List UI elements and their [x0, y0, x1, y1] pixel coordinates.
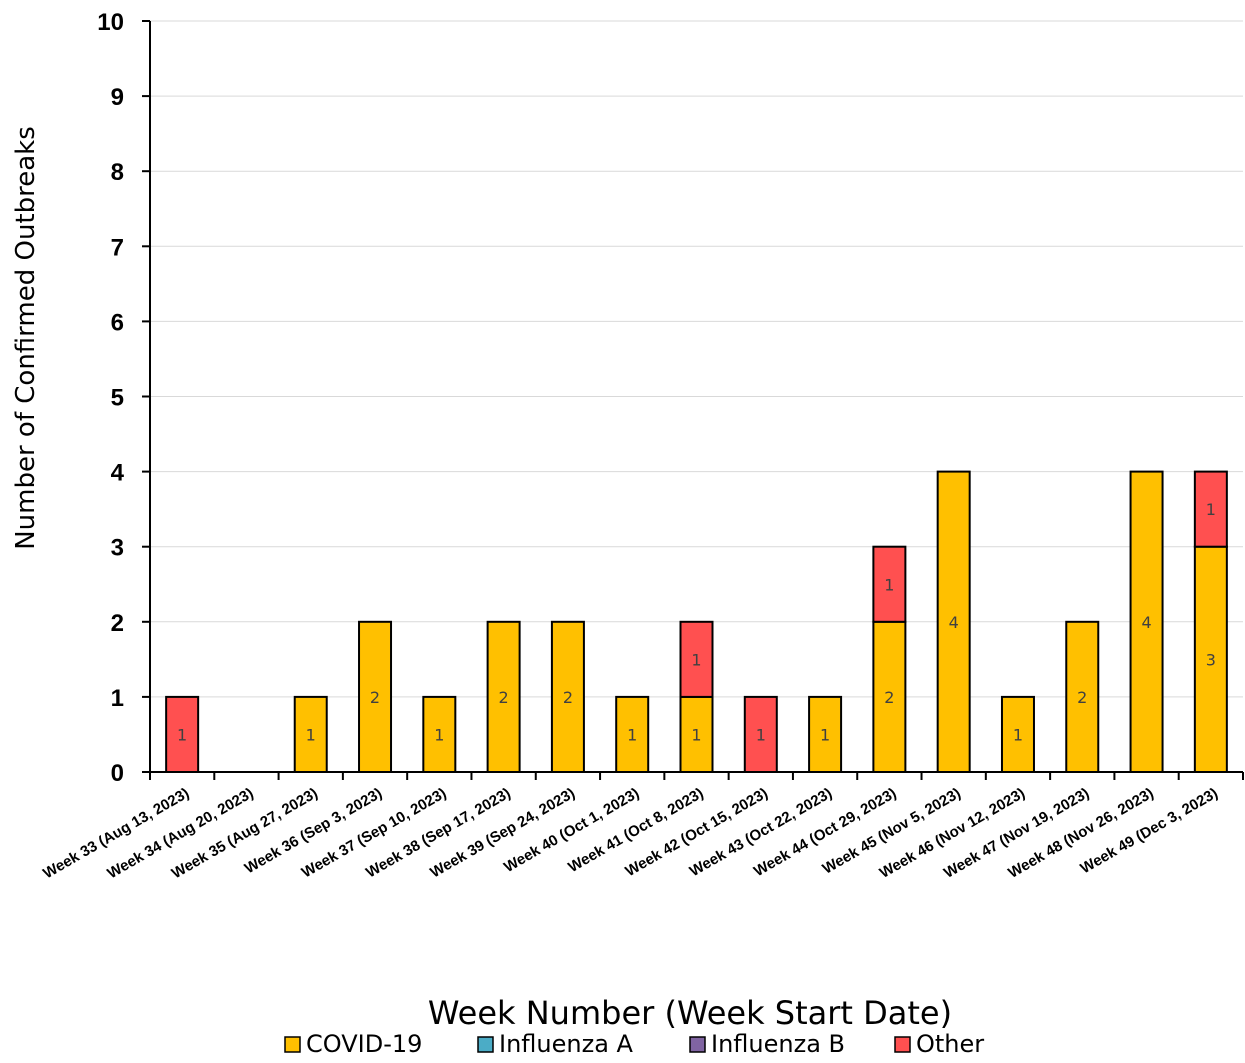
- bar-segment: [165, 695, 200, 774]
- bar-segment: [358, 620, 393, 773]
- data-label: 1: [820, 725, 830, 744]
- data-label: 1: [306, 725, 316, 744]
- legend-label: COVID-19: [306, 1030, 422, 1058]
- legend-swatch: [284, 1036, 301, 1053]
- bar-segment: [808, 695, 843, 774]
- data-label: 1: [1206, 500, 1216, 519]
- data-label: 3: [1206, 650, 1216, 669]
- y-tick-label: 3: [111, 535, 124, 562]
- bar-segment: [679, 620, 714, 698]
- legend-label: Influenza B: [711, 1030, 845, 1058]
- legend-swatch: [477, 1036, 494, 1053]
- data-label: 4: [949, 613, 959, 632]
- y-tick-labels: 0 1 2 3 4 5 6 7 8 9 10: [97, 9, 124, 787]
- data-label: 1: [1013, 725, 1023, 744]
- x-tick-labels: Week 33 (Aug 13, 2023)Week 34 (Aug 20, 2…: [40, 785, 1221, 883]
- gridlines: [150, 20, 1243, 698]
- data-label: 1: [627, 725, 637, 744]
- bars: 1 1 2 1 2 2 1 1 1 1 1 2 1 4 1 2 4 3 1: [165, 470, 1228, 774]
- data-label: 1: [177, 725, 187, 744]
- legend-label: Influenza A: [499, 1030, 634, 1058]
- data-label: 1: [691, 725, 701, 744]
- y-tick-label: 8: [111, 159, 124, 186]
- y-tick-label: 7: [111, 234, 124, 261]
- y-tick-label: 2: [111, 610, 124, 637]
- bar-segment: [872, 545, 907, 623]
- data-label: 2: [499, 688, 509, 707]
- bar-segment: [422, 695, 457, 774]
- bar-segment: [293, 695, 328, 774]
- y-tick-label: 5: [111, 385, 124, 412]
- bar-segment: [486, 620, 521, 773]
- bar-segment: [1193, 470, 1228, 548]
- y-tick-label: 1: [111, 685, 124, 712]
- data-label: 1: [884, 575, 894, 594]
- data-label: 2: [563, 688, 573, 707]
- bar-segment: [872, 620, 907, 773]
- bar-segment: [1000, 695, 1035, 774]
- x-axis-title: Week Number (Week Start Date): [428, 994, 952, 1032]
- axes: [142, 20, 1244, 780]
- legend-swatch: [689, 1036, 706, 1053]
- bar-segment: [936, 470, 971, 773]
- bar-segment: [615, 695, 650, 774]
- y-tick-label: 10: [97, 9, 124, 36]
- legend-swatch: [894, 1036, 911, 1053]
- data-label: 4: [1141, 613, 1151, 632]
- data-label: 1: [434, 725, 444, 744]
- bar-segment: [550, 620, 585, 773]
- data-label: 2: [1077, 688, 1087, 707]
- data-label: 2: [884, 688, 894, 707]
- legend: COVID-19 Influenza A Influenza B Other: [284, 1030, 984, 1058]
- data-label: 1: [691, 650, 701, 669]
- y-tick-label: 0: [111, 760, 124, 787]
- y-tick-label: 6: [111, 309, 124, 336]
- data-label: 1: [756, 725, 766, 744]
- y-axis-title: Number of Confirmed Outbreaks: [11, 126, 41, 550]
- legend-label: Other: [916, 1030, 984, 1058]
- y-tick-label: 9: [111, 84, 124, 111]
- data-label: 2: [370, 688, 380, 707]
- y-tick-label: 4: [111, 460, 125, 487]
